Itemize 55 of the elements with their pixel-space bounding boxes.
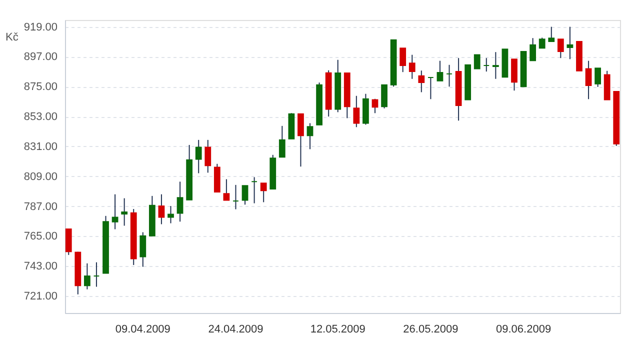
y-tick-label: 765.00: [24, 230, 58, 243]
candlestick: [298, 113, 304, 168]
y-tick-label: 743.00: [24, 260, 58, 273]
candlestick: [260, 182, 267, 203]
y-tick-label: 897.00: [24, 51, 58, 64]
candlestick: [93, 262, 100, 288]
candlestick: [557, 38, 564, 59]
candlestick: [84, 262, 90, 290]
candlestick: [483, 58, 490, 72]
candlestick: [400, 48, 406, 73]
candlestick: [428, 77, 434, 100]
candlestick: [112, 194, 118, 230]
y-tick-label: 721.00: [24, 290, 58, 303]
candlestick: [176, 181, 184, 222]
candlestick: [594, 68, 602, 88]
candlestick: [408, 54, 416, 80]
candlestick: [204, 139, 212, 174]
candlestick: [251, 176, 258, 204]
y-tick-label: 853.00: [24, 111, 58, 124]
candlestick: [492, 52, 499, 80]
y-tick-label: 831.00: [24, 140, 58, 153]
candlestick: [223, 178, 230, 201]
candlestick: [168, 205, 174, 224]
x-tick-label: 09.04.2009: [115, 324, 170, 336]
candlestick: [158, 194, 165, 225]
y-axis-title: Kč: [6, 32, 19, 44]
x-tick-label: 12.05.2009: [310, 324, 366, 336]
x-tick-label: 24.04.2009: [208, 324, 264, 336]
candlestick: [353, 95, 360, 128]
candlestick: [278, 125, 286, 158]
candlestick: [140, 232, 146, 268]
y-tick-label: 919.00: [24, 21, 58, 34]
candlestick: [530, 38, 536, 62]
candlestick: [372, 98, 378, 114]
x-tick-label: 26.05.2009: [403, 324, 458, 336]
candlestick: [548, 26, 555, 42]
y-tick-label: 875.00: [24, 81, 58, 94]
candlestick: [65, 228, 72, 256]
candlestick: [306, 122, 314, 150]
candlestick: [418, 70, 425, 93]
candlestick: [232, 184, 239, 210]
candlestick: [195, 139, 202, 174]
x-tick-label: 09.06.2009: [496, 324, 552, 336]
y-tick-label: 787.00: [24, 200, 58, 213]
candlestick: [242, 185, 248, 206]
candlestick: [446, 64, 452, 88]
candlestick: [511, 58, 518, 92]
candlestick: [121, 198, 128, 226]
candlestick: [436, 60, 444, 82]
candlestick: [474, 54, 480, 70]
candlestick: [585, 60, 592, 100]
y-tick-label: 809.00: [24, 170, 58, 183]
candlestick: [538, 37, 546, 49]
candlestick: [381, 84, 388, 109]
candlestick: [566, 26, 574, 60]
